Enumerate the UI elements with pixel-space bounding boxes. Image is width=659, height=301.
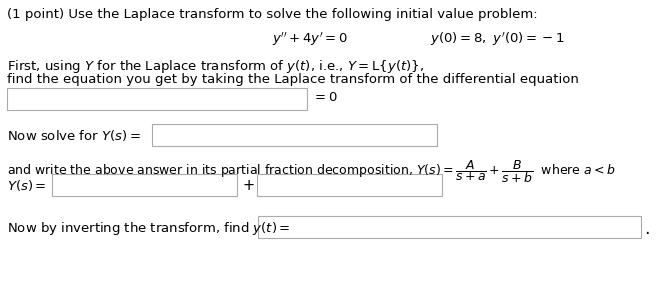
Bar (7, 88, 307, 110)
Text: Now by inverting the transform, find $y(t) =$: Now by inverting the transform, find $y(… (7, 220, 291, 237)
Text: and write the above answer in its partial fraction decomposition, $Y(s) = \dfrac: and write the above answer in its partia… (7, 158, 616, 185)
Text: .: . (644, 220, 650, 238)
Text: Now solve for $Y(s) =$: Now solve for $Y(s) =$ (7, 128, 141, 143)
Bar (152, 124, 437, 146)
Text: +: + (242, 178, 254, 193)
Text: $y(0) = 8,\ y^{\prime}(0) = -1$: $y(0) = 8,\ y^{\prime}(0) = -1$ (430, 30, 565, 48)
Text: First, using $Y$ for the Laplace transform of $y(t)$, i.e., $Y = \mathrm{L}\{y(t: First, using $Y$ for the Laplace transfo… (7, 58, 424, 75)
Text: $= 0$: $= 0$ (312, 91, 338, 104)
Text: find the equation you get by taking the Laplace transform of the differential eq: find the equation you get by taking the … (7, 73, 579, 86)
Bar (257, 174, 442, 196)
Text: $Y(s) =$: $Y(s) =$ (7, 178, 47, 193)
Text: (1 point) Use the Laplace transform to solve the following initial value problem: (1 point) Use the Laplace transform to s… (7, 8, 538, 21)
Bar (52, 174, 237, 196)
Bar (258, 216, 641, 238)
Text: $y^{\prime\prime} + 4y^{\prime} = 0$: $y^{\prime\prime} + 4y^{\prime} = 0$ (272, 30, 348, 48)
